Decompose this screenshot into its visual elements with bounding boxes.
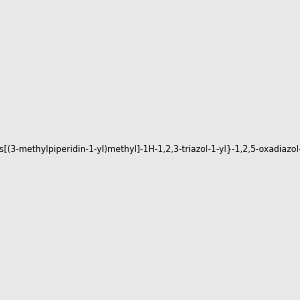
Text: 4-{4,5-bis[(3-methylpiperidin-1-yl)methyl]-1H-1,2,3-triazol-1-yl}-1,2,5-oxadiazo: 4-{4,5-bis[(3-methylpiperidin-1-yl)methy… [0,146,300,154]
